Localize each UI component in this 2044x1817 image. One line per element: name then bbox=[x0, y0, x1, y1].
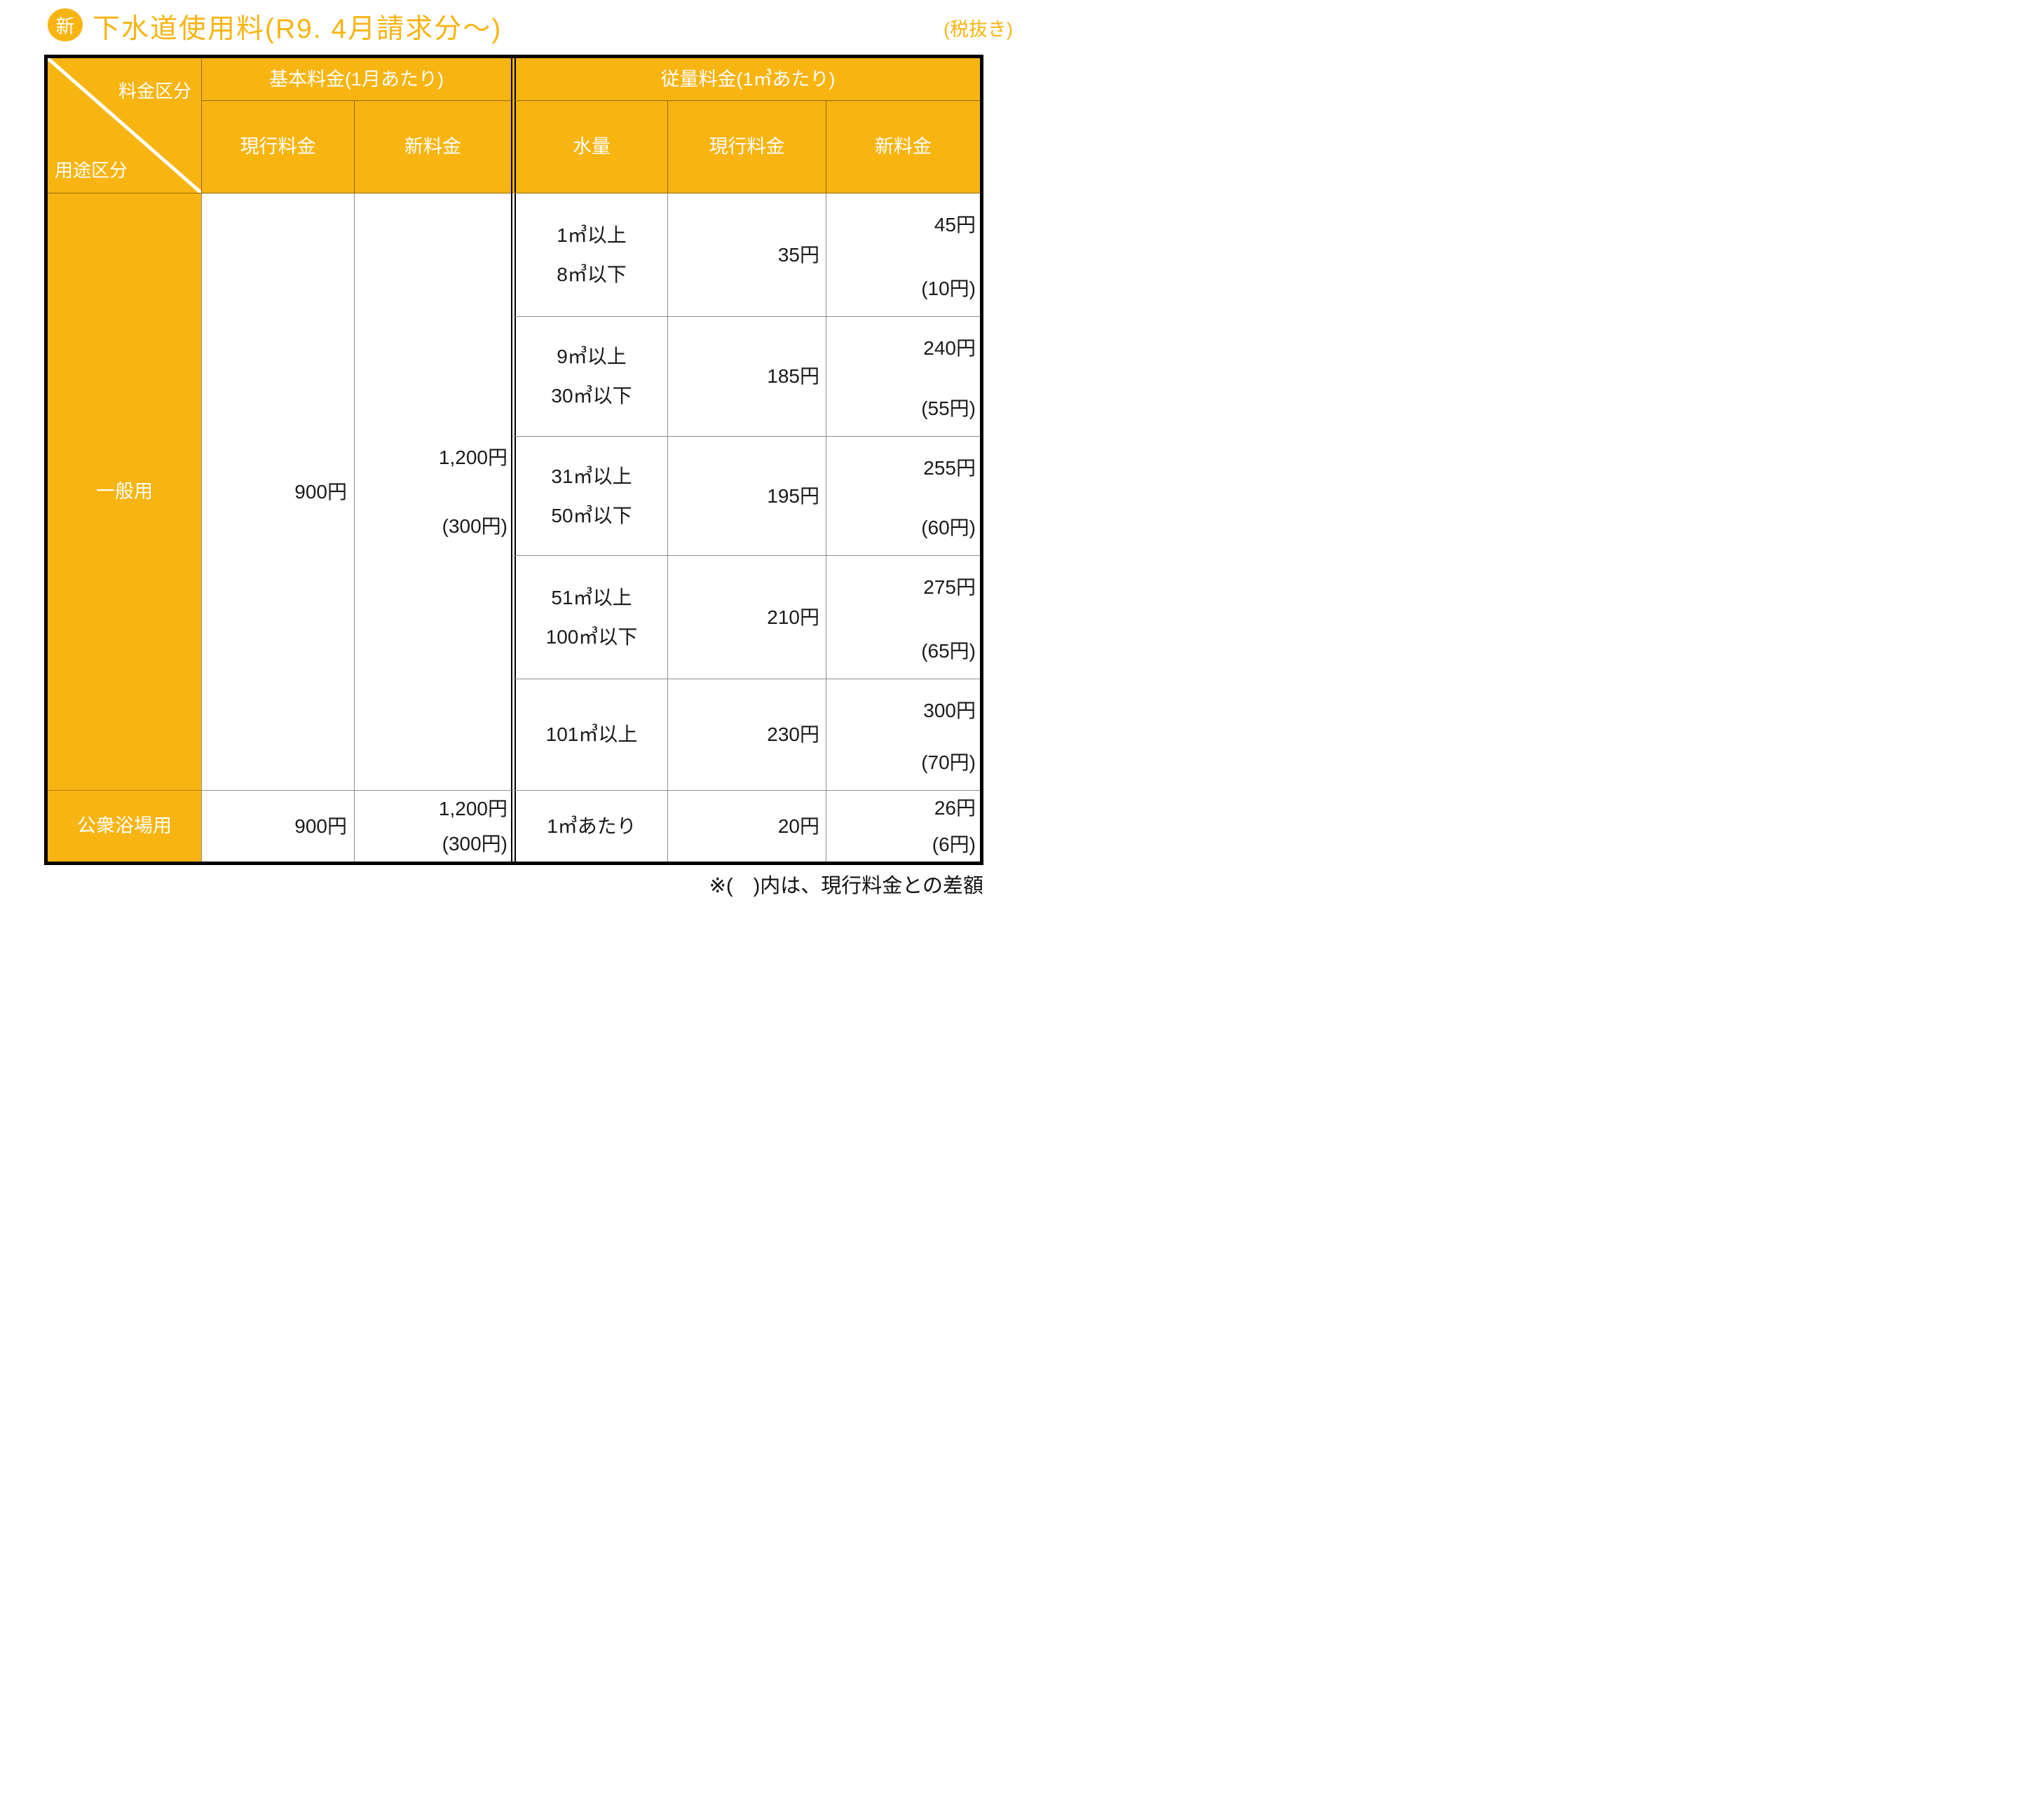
tier-new-diff: (65円) bbox=[921, 640, 976, 662]
public-bath-new-value: 26円 bbox=[934, 796, 976, 819]
tier-water-range: 31㎥以上 50㎥以下 bbox=[511, 436, 667, 555]
tier-new-fee: 275円 (65円) bbox=[826, 555, 980, 679]
tier-water-range: 1㎥以上 8㎥以下 bbox=[511, 193, 667, 316]
subheader-water-volume: 水量 bbox=[511, 101, 667, 193]
general-basic-new-value: 1,200円 bbox=[438, 446, 507, 468]
sewerage-fee-table: 料金区分 用途区分 基本料金(1月あたり) 従量料金(1㎥あたり) 現行料金 新… bbox=[44, 55, 983, 865]
general-basic-current: 900円 bbox=[201, 193, 354, 790]
tier-range-line1: 101㎥以上 bbox=[545, 723, 638, 746]
tier-new-fee: 45円 (10円) bbox=[826, 193, 980, 316]
tier-range-line2: 8㎥以下 bbox=[557, 263, 627, 285]
tier-range-line1: 9㎥以上 bbox=[557, 346, 627, 368]
subheader-volume-current: 現行料金 bbox=[667, 101, 826, 193]
tier-new-diff: (60円) bbox=[921, 517, 976, 539]
tier-current-fee: 230円 bbox=[667, 679, 826, 790]
public-bath-new-diff: (6円) bbox=[932, 833, 976, 855]
tier-water-range: 9㎥以上 30㎥以下 bbox=[511, 316, 667, 436]
tier-new-value: 300円 bbox=[923, 700, 976, 721]
public-bath-basic-new: 1,200円 (300円) bbox=[354, 790, 511, 862]
footnote: ※( )内は、現行料金との差額 bbox=[709, 875, 983, 897]
tier-new-diff: (55円) bbox=[921, 397, 976, 420]
page-title: 下水道使用料(R9. 4月請求分～) bbox=[93, 14, 503, 44]
tier-current-fee: 210円 bbox=[667, 555, 826, 679]
tier-range-line1: 51㎥以上 bbox=[551, 586, 632, 608]
tier-range-line2: 50㎥以下 bbox=[551, 504, 632, 526]
tier-current-fee: 35円 bbox=[667, 193, 826, 316]
tax-exclusion-note: (税抜き) bbox=[943, 19, 1013, 40]
general-basic-new-diff: (300円) bbox=[442, 515, 507, 537]
tier-new-value: 255円 bbox=[923, 457, 976, 479]
public-bath-current-fee: 20円 bbox=[667, 790, 826, 862]
page: 新 下水道使用料(R9. 4月請求分～) (税抜き) 料金区分 用途区分 基本料… bbox=[0, 0, 1022, 908]
label-fee-category: 料金区分 bbox=[118, 81, 191, 102]
label-usage-category: 用途区分 bbox=[55, 159, 128, 181]
tier-new-fee: 300円 (70円) bbox=[826, 679, 980, 790]
new-badge-label: 新 bbox=[55, 16, 75, 37]
tier-new-fee: 255円 (60円) bbox=[826, 436, 980, 555]
public-bath-basic-new-value: 1,200円 bbox=[438, 797, 507, 819]
tier-range-line1: 31㎥以上 bbox=[551, 465, 632, 487]
corner-cell: 料金区分 用途区分 bbox=[48, 58, 201, 193]
subheader-basic-current: 現行料金 bbox=[201, 101, 354, 193]
header-basic-fee: 基本料金(1月あたり) bbox=[201, 58, 511, 101]
tier-new-value: 240円 bbox=[923, 337, 976, 359]
tier-new-value: 275円 bbox=[923, 576, 976, 598]
subheader-basic-new: 新料金 bbox=[354, 101, 511, 193]
public-bath-new-fee: 26円 (6円) bbox=[826, 790, 980, 862]
diagonal-line bbox=[48, 58, 201, 193]
public-bath-water-unit: 1㎥あたり bbox=[511, 790, 667, 862]
tier-current-fee: 185円 bbox=[667, 316, 826, 436]
header-volume-fee: 従量料金(1㎥あたり) bbox=[511, 58, 980, 101]
subheader-volume-new: 新料金 bbox=[826, 101, 980, 193]
tier-new-value: 45円 bbox=[934, 214, 976, 236]
public-bath-label: 公衆浴場用 bbox=[48, 790, 201, 862]
tier-new-diff: (10円) bbox=[921, 278, 976, 300]
public-bath-basic-current: 900円 bbox=[201, 790, 354, 862]
general-basic-new: 1,200円 (300円) bbox=[354, 193, 511, 790]
tier-range-line1: 1㎥以上 bbox=[557, 224, 627, 246]
tier-current-fee: 195円 bbox=[667, 436, 826, 555]
new-badge: 新 bbox=[48, 8, 83, 41]
tier-new-diff: (70円) bbox=[921, 751, 976, 774]
public-bath-basic-new-diff: (300円) bbox=[442, 832, 507, 855]
general-use-label: 一般用 bbox=[48, 193, 201, 790]
tier-new-fee: 240円 (55円) bbox=[826, 316, 980, 436]
tier-water-range: 101㎥以上 bbox=[511, 679, 667, 790]
tier-water-range: 51㎥以上 100㎥以下 bbox=[511, 555, 667, 679]
tier-range-line2: 30㎥以下 bbox=[551, 385, 632, 407]
tier-range-line2: 100㎥以下 bbox=[545, 625, 638, 648]
